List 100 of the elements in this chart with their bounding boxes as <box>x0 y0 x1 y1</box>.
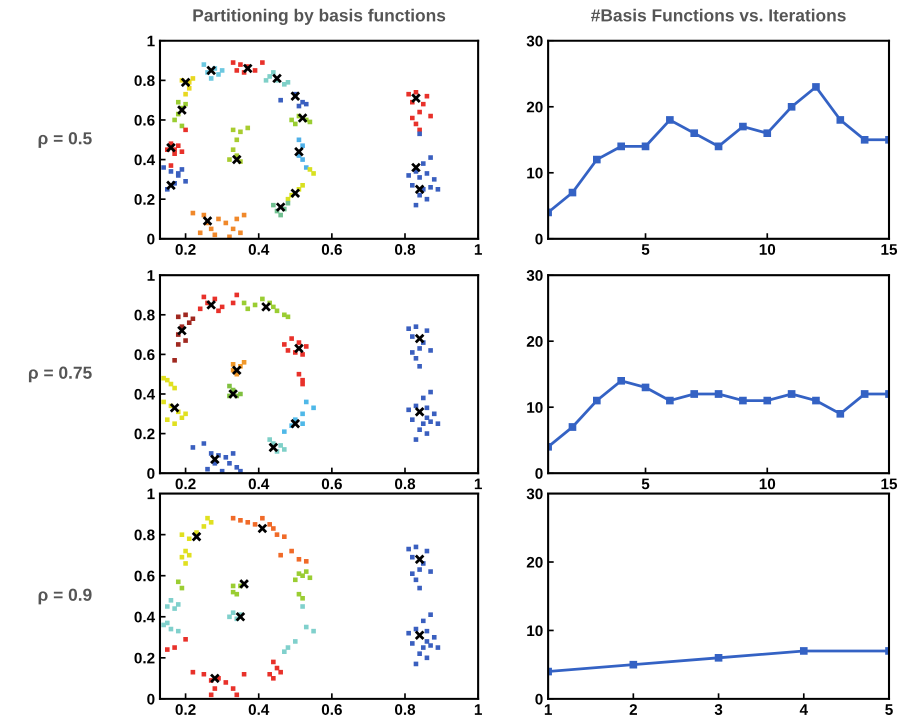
point <box>227 460 232 466</box>
point <box>230 147 236 152</box>
point <box>410 116 415 120</box>
point <box>414 356 418 361</box>
point <box>308 120 312 124</box>
point <box>417 651 422 656</box>
point <box>406 92 411 97</box>
point <box>812 396 820 404</box>
point <box>278 552 283 558</box>
point <box>414 437 418 442</box>
point <box>414 122 418 126</box>
point <box>292 578 298 582</box>
point <box>208 692 214 698</box>
point <box>286 314 290 320</box>
point <box>202 524 206 529</box>
point <box>410 571 415 576</box>
point <box>168 163 174 168</box>
point <box>176 580 181 584</box>
point <box>238 518 243 523</box>
point <box>278 212 283 218</box>
y-tick-label: 0.6 <box>134 349 155 360</box>
point <box>420 645 426 650</box>
point <box>242 360 246 365</box>
point <box>208 520 214 525</box>
point <box>410 554 415 560</box>
point <box>234 692 240 698</box>
point <box>294 146 304 157</box>
point <box>436 645 440 650</box>
point <box>739 122 747 130</box>
point <box>417 132 422 136</box>
point <box>172 421 177 426</box>
y-tick-label: 0.8 <box>134 310 155 320</box>
point <box>190 316 196 322</box>
point <box>260 302 272 312</box>
point <box>666 116 674 124</box>
point <box>234 137 240 142</box>
point <box>212 296 218 302</box>
point <box>216 216 221 222</box>
point <box>406 173 411 178</box>
point <box>242 300 246 306</box>
point <box>257 523 268 534</box>
point <box>172 151 177 156</box>
point <box>311 406 316 410</box>
point <box>788 102 796 111</box>
point <box>424 328 430 333</box>
point <box>206 65 216 76</box>
point <box>414 544 418 550</box>
point <box>224 455 228 460</box>
point <box>420 618 426 624</box>
point <box>294 343 304 354</box>
y-tick-label: 0.4 <box>134 612 156 622</box>
point <box>230 226 236 232</box>
point <box>432 177 437 182</box>
point <box>414 184 425 194</box>
y-tick-label: 0 <box>147 694 154 705</box>
point <box>420 102 426 106</box>
point <box>161 400 166 404</box>
point <box>300 352 305 357</box>
point <box>289 548 294 554</box>
point <box>274 308 280 314</box>
point <box>210 454 220 465</box>
point <box>202 672 206 677</box>
point <box>180 149 184 154</box>
point <box>274 666 280 670</box>
y-tick-label: 0 <box>147 234 154 244</box>
point <box>230 451 236 456</box>
y-tick-label: 10 <box>527 625 543 636</box>
point <box>168 382 174 386</box>
point <box>593 156 601 164</box>
point <box>271 304 276 310</box>
point <box>414 90 418 95</box>
point <box>714 654 722 662</box>
point <box>232 154 242 165</box>
point <box>183 179 188 184</box>
point <box>666 396 674 404</box>
point <box>417 586 422 590</box>
point <box>763 396 772 404</box>
point <box>290 418 300 429</box>
point <box>593 396 601 404</box>
point <box>183 102 188 106</box>
point <box>739 396 747 404</box>
point <box>271 660 276 664</box>
y-tick-label: 0.8 <box>134 530 155 540</box>
point <box>224 680 228 685</box>
point <box>763 129 772 137</box>
point <box>300 183 305 188</box>
point <box>630 660 638 668</box>
point <box>568 188 576 196</box>
point <box>406 546 411 552</box>
point <box>164 620 170 626</box>
x-tick-label: 0.2 <box>176 478 196 490</box>
point <box>183 561 188 566</box>
point <box>424 94 430 99</box>
y-tick-label: 0.6 <box>134 570 155 582</box>
point <box>164 604 170 609</box>
x-tick-label: 1 <box>474 244 482 255</box>
point <box>410 334 415 339</box>
point <box>172 358 177 363</box>
point <box>414 406 425 418</box>
point <box>410 93 422 104</box>
